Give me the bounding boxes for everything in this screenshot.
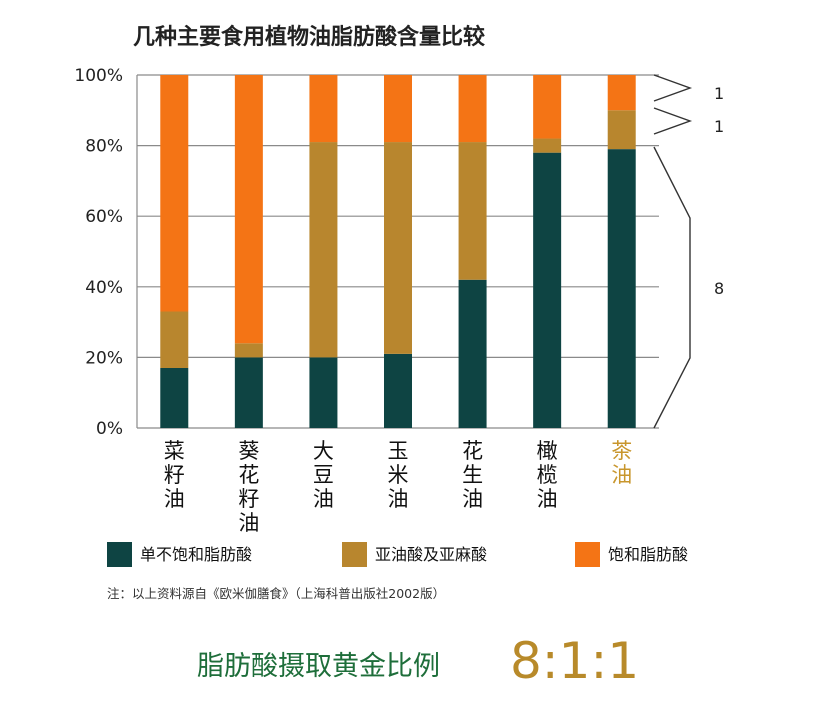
y-tick-label: 80% [85, 137, 123, 157]
bar-segment [607, 110, 636, 150]
bar-segment [607, 149, 636, 428]
y-tick-label: 40% [85, 278, 123, 298]
ratio-label-2: 1 [714, 117, 724, 136]
bar-segment [160, 311, 189, 368]
bars [160, 75, 636, 428]
bar-segment [458, 142, 487, 280]
category-label: 葵花籽油 [238, 439, 259, 535]
bar-segment [533, 138, 562, 153]
bar-segment [234, 343, 263, 358]
y-tick-label: 20% [85, 348, 123, 368]
category-label: 橄榄油 [537, 439, 558, 511]
legend-swatch-linoleic [342, 542, 367, 567]
legend-label-mono: 单不饱和脂肪酸 [140, 545, 252, 564]
y-axis-ticks: 0% 20% 40% 60% 80% 100% [74, 66, 123, 439]
ratio-braces [653, 74, 693, 429]
golden-ratio-value: 8:1:1 [510, 632, 639, 690]
category-label: 茶油 [611, 439, 632, 487]
bar-segment [607, 75, 636, 111]
y-tick-label: 100% [74, 66, 123, 86]
bar-segment [309, 75, 338, 143]
legend-label-saturated: 饱和脂肪酸 [608, 545, 688, 564]
y-tick-label: 0% [96, 419, 123, 439]
legend-swatch-mono [107, 542, 132, 567]
bar-segment [384, 75, 412, 143]
golden-ratio-label: 脂肪酸摄取黄金比例 [197, 651, 440, 682]
bar-segment [533, 152, 562, 428]
category-label: 菜籽油 [164, 439, 185, 511]
ratio-label-3: 8 [714, 279, 724, 298]
bar-segment [309, 142, 338, 358]
legend-label-linoleic: 亚油酸及亚麻酸 [375, 545, 487, 564]
bar-segment [458, 279, 487, 428]
legend: 单不饱和脂肪酸 亚油酸及亚麻酸 饱和脂肪酸 [107, 542, 688, 567]
category-labels: 菜籽油 葵花籽油 大豆油 玉米油 花生油 橄榄油 茶油 [164, 439, 632, 535]
legend-swatch-saturated [575, 542, 600, 567]
source-note: 注：以上资料源自《欧米伽膳食》（上海科普出版社2002版） [107, 586, 445, 601]
bar-segment [234, 357, 263, 428]
bar-segment [234, 75, 263, 344]
bar-segment [458, 75, 487, 143]
bar-segment [533, 75, 562, 139]
ratio-brace-lines [653, 74, 693, 429]
chart-title: 几种主要食用植物油脂肪酸含量比较 [133, 24, 485, 50]
bar-segment [309, 357, 338, 428]
bar-segment [384, 353, 412, 428]
category-label: 花生油 [462, 439, 483, 511]
bar-segment [160, 75, 189, 312]
category-label: 大豆油 [313, 439, 334, 511]
ratio-label-1: 1 [714, 84, 724, 103]
bar-segment [384, 142, 412, 354]
y-tick-label: 60% [85, 207, 123, 227]
category-label: 玉米油 [388, 439, 409, 511]
bar-segment [160, 367, 189, 428]
